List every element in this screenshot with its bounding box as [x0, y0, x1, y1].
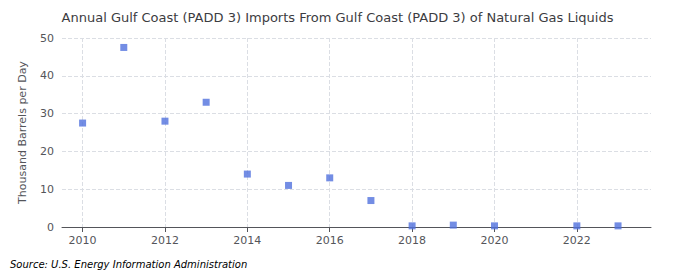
svg-text:0: 0	[47, 221, 54, 234]
svg-text:2016: 2016	[316, 234, 344, 247]
svg-text:Annual Gulf Coast (PADD 3) Imp: Annual Gulf Coast (PADD 3) Imports From …	[62, 10, 614, 25]
svg-text:2018: 2018	[398, 234, 426, 247]
svg-text:10: 10	[40, 183, 54, 196]
svg-text:2012: 2012	[151, 234, 179, 247]
svg-text:50: 50	[40, 32, 54, 45]
svg-text:2022: 2022	[563, 234, 591, 247]
svg-text:30: 30	[40, 107, 54, 120]
svg-text:2014: 2014	[233, 234, 261, 247]
svg-text:20: 20	[40, 145, 54, 158]
svg-text:2010: 2010	[69, 234, 97, 247]
svg-text:Thousand Barrels per Day: Thousand Barrels per Day	[16, 61, 29, 205]
svg-text:40: 40	[40, 69, 54, 82]
svg-text:Source: U.S. Energy Informatio: Source: U.S. Energy Information Administ…	[10, 259, 247, 270]
svg-text:2020: 2020	[480, 234, 508, 247]
